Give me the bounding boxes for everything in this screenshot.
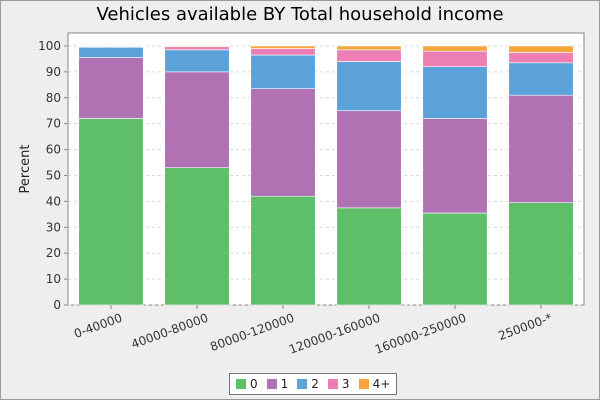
bar-segment-2: [508, 62, 574, 96]
bar-segment-2: [164, 49, 230, 73]
bar-segment-2: [422, 66, 488, 119]
y-tick-label: 30: [46, 220, 61, 234]
y-tick-label: 100: [38, 39, 61, 53]
x-axis-ticks: 0-40000 40000-8000080000-120000120000-160…: [72, 305, 554, 357]
y-axis-ticks: 0 10 20 30 40 50 60 70 80 90 100: [38, 39, 68, 312]
legend-item: 0: [236, 377, 258, 391]
legend-label: 2: [311, 377, 319, 391]
bar-segment-1: [508, 94, 574, 203]
legend-swatch: [327, 379, 338, 389]
x-tick-label: 160000-250000: [373, 311, 468, 357]
bar-segment-4+: [508, 45, 574, 53]
legend-label: 4+: [372, 377, 391, 391]
bar-segment-0: [78, 118, 144, 306]
bar-segment-0: [508, 202, 574, 306]
y-tick-label: 60: [46, 143, 61, 157]
bar-segment-4+: [422, 45, 488, 52]
x-tick-label: 250000-*: [496, 311, 554, 343]
bar-segment-4+: [164, 45, 230, 48]
legend-item: 1: [266, 377, 289, 391]
bar-segment-1: [164, 71, 230, 169]
y-tick-label: 80: [46, 91, 61, 105]
y-tick-label: 70: [46, 117, 61, 131]
legend-label: 0: [250, 377, 258, 391]
gridlines: [68, 45, 584, 306]
y-tick-label: 0: [53, 298, 61, 312]
y-tick-label: 90: [46, 65, 61, 79]
y-tick-label: 50: [46, 168, 61, 182]
bar-segment-0: [164, 167, 230, 306]
bar-segment-0: [250, 195, 316, 306]
bar-segment-3: [422, 50, 488, 67]
legend-item: 2: [297, 377, 319, 391]
legend: 0 1 2 3 4+: [229, 373, 398, 395]
bar-segment-3: [250, 48, 316, 56]
bar-segment-1: [78, 57, 144, 119]
bar-segment-0: [336, 207, 402, 306]
bar-segment-1: [422, 118, 488, 214]
legend-swatch: [297, 379, 308, 389]
bar-segment-1: [336, 110, 402, 209]
x-tick-label: 120000-160000: [287, 311, 382, 357]
plot-area: [67, 32, 585, 306]
y-tick-label: 40: [46, 194, 61, 208]
legend-swatch: [266, 379, 277, 389]
bar-segment-2: [336, 61, 402, 112]
x-tick-label: 40000-80000: [129, 311, 210, 352]
y-axis-label: Percent: [18, 145, 33, 194]
x-tick-label: 0-40000: [72, 311, 124, 341]
y-tick-label: 10: [46, 272, 61, 286]
bar-segment-3: [164, 46, 230, 51]
bar-segment-2: [250, 54, 316, 89]
bar-segment-3: [508, 52, 574, 64]
bar-segment-4+: [250, 45, 316, 49]
chart-title: Vehicles available BY Total household in…: [96, 4, 504, 25]
bars: [78, 45, 574, 306]
legend-swatch: [236, 379, 246, 389]
bar-segment-1: [250, 88, 316, 197]
y-tick-label: 20: [46, 246, 61, 260]
bar-segment-2: [78, 46, 144, 58]
bar-segment-0: [422, 212, 488, 306]
legend-label: 1: [280, 377, 289, 391]
x-tick-label: 80000-120000: [208, 311, 296, 354]
legend-item: 4+: [358, 377, 391, 391]
bar-segment-3: [336, 49, 402, 62]
bar-segment-4+: [78, 45, 144, 47]
legend-swatch: [358, 379, 369, 389]
bar-segment-4+: [336, 45, 402, 51]
legend-item: 3: [327, 377, 350, 391]
legend-label: 3: [341, 377, 350, 391]
